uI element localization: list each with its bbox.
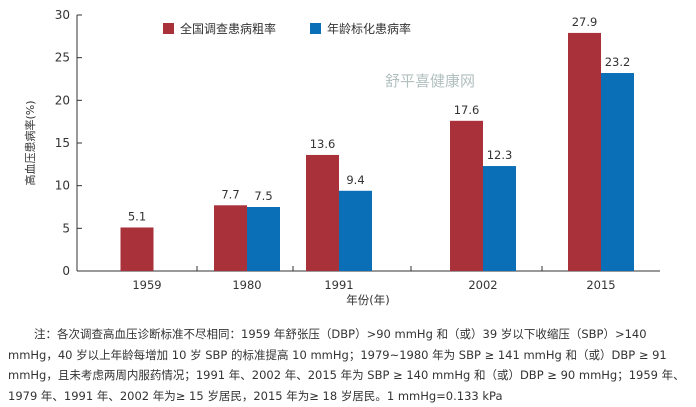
data-label: 5.1 xyxy=(128,209,146,223)
x-tick-label: 1991 xyxy=(324,278,353,292)
bar-crude-1959 xyxy=(120,227,154,271)
data-label: 7.5 xyxy=(254,189,272,203)
bar-standardized-2015 xyxy=(601,73,634,271)
bar-standardized-2002 xyxy=(483,166,516,271)
bar-crude-2015 xyxy=(568,32,601,271)
watermark: 舒平喜健康网 xyxy=(385,72,476,90)
data-label: 23.2 xyxy=(605,55,631,69)
y-tick-label: 25 xyxy=(55,51,70,65)
legend-label: 年龄标化患病率 xyxy=(327,21,411,36)
y-axis-title: 高血压患病率(%) xyxy=(23,100,37,185)
legend-swatch xyxy=(310,23,321,34)
data-label: 13.6 xyxy=(310,137,336,151)
legend-label: 全国调查患病粗率 xyxy=(180,21,276,36)
x-tick-label: 2002 xyxy=(468,278,497,292)
y-tick-label: 10 xyxy=(55,179,70,193)
bar-standardized-1980 xyxy=(247,207,280,271)
legend-swatch xyxy=(163,23,174,34)
y-tick-label: 20 xyxy=(55,93,70,107)
x-tick-label: 1980 xyxy=(232,278,261,292)
bar-chart: 0 5 10 15 20 25 30 1959 5.1 1980 7.7 7.5 1991 13.6 9.4… xyxy=(23,8,660,307)
x-tick-label: 1959 xyxy=(132,278,161,292)
footnote: 注：各次调查高血压诊断标准不尽相同：1959 年舒张压（DBP）>90 mmHg… xyxy=(8,327,685,403)
y-tick-label: 15 xyxy=(55,136,70,150)
data-label: 7.7 xyxy=(221,187,239,201)
data-label: 17.6 xyxy=(454,103,480,117)
bar-crude-2002 xyxy=(450,120,483,272)
bar-crude-1980 xyxy=(214,205,247,271)
bar-crude-1991 xyxy=(306,154,339,271)
x-axis-title: 年份(年) xyxy=(346,293,389,307)
data-label: 12.3 xyxy=(487,148,513,162)
y-tick-label: 30 xyxy=(55,8,70,22)
data-label: 27.9 xyxy=(572,15,598,29)
y-tick-label: 0 xyxy=(62,264,70,278)
x-tick-label: 2015 xyxy=(586,278,615,292)
data-label: 9.4 xyxy=(346,173,364,187)
y-tick-label: 5 xyxy=(62,221,70,235)
bar-standardized-1991 xyxy=(339,190,372,271)
